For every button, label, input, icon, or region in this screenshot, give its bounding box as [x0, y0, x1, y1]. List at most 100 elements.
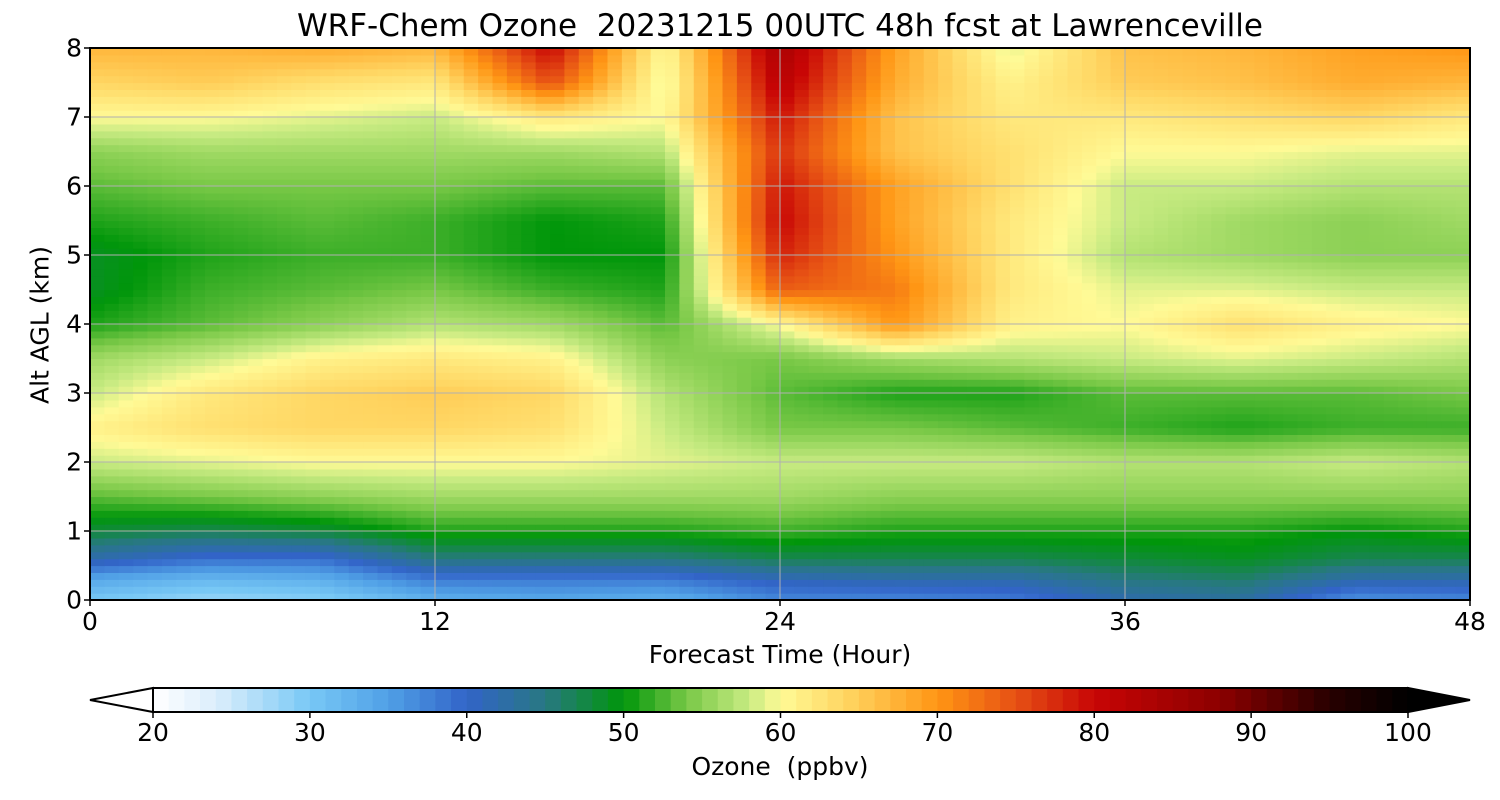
heatmap-cell: [348, 255, 364, 263]
heatmap-cell: [363, 296, 379, 304]
heatmap-cell: [1383, 241, 1399, 249]
heatmap-cell: [161, 517, 177, 525]
heatmap-cell: [1268, 468, 1284, 477]
heatmap-cell: [1383, 462, 1399, 470]
heatmap-cell: [722, 310, 738, 318]
heatmap-cell: [808, 268, 824, 277]
heatmap-cell: [736, 565, 752, 573]
heatmap-cell: [550, 489, 565, 498]
heatmap-cell: [320, 489, 335, 498]
heatmap-cell: [837, 413, 853, 422]
heatmap-cell: [1168, 579, 1184, 587]
heatmap-cell: [1168, 482, 1184, 491]
heatmap-cell: [334, 551, 350, 560]
heatmap-cell: [492, 406, 508, 415]
heatmap-cell: [966, 289, 982, 297]
heatmap-cell: [564, 241, 580, 249]
heatmap-cell: [1441, 524, 1457, 532]
heatmap-cell: [1196, 406, 1212, 415]
heatmap-cell: [334, 351, 350, 360]
heatmap-cell: [722, 372, 738, 380]
heatmap-cell: [1096, 586, 1112, 594]
heatmap-cell: [262, 482, 278, 491]
heatmap-cell: [90, 413, 105, 422]
heatmap-cell: [1297, 420, 1313, 429]
heatmap-cell: [190, 448, 206, 456]
heatmap-cell: [133, 579, 149, 587]
heatmap-cell: [1311, 289, 1327, 297]
heatmap-cell: [1053, 379, 1069, 387]
heatmap-cell: [420, 593, 436, 600]
heatmap-cell: [564, 462, 580, 470]
heatmap-cell: [1211, 427, 1227, 435]
heatmap-cell: [679, 448, 695, 456]
heatmap-cell: [621, 379, 637, 387]
heatmap-cell: [521, 261, 537, 270]
heatmap-cell: [492, 455, 508, 463]
heatmap-cell: [1110, 317, 1126, 325]
heatmap-cell: [938, 482, 954, 491]
heatmap-cell: [248, 275, 264, 284]
heatmap-cell: [190, 524, 206, 532]
heatmap-cell: [1355, 296, 1370, 304]
heatmap-cell: [550, 296, 565, 304]
heatmap-cell: [607, 551, 623, 560]
heatmap-cell: [161, 289, 177, 297]
heatmap-cell: [147, 241, 163, 249]
heatmap-cell: [1369, 441, 1385, 449]
heatmap-cell: [736, 386, 752, 394]
heatmap-cell: [1268, 537, 1284, 546]
heatmap-cell: [1110, 261, 1126, 270]
heatmap-cell: [823, 261, 839, 270]
heatmap-cell: [1369, 310, 1385, 318]
heatmap-cell: [420, 317, 436, 325]
heatmap-cell: [262, 544, 278, 553]
heatmap-cell: [1196, 462, 1212, 470]
heatmap-cell: [521, 503, 537, 511]
heatmap-cell: [1326, 524, 1342, 532]
heatmap-cell: [765, 268, 781, 277]
heatmap-cell: [880, 489, 896, 498]
heatmap-cell: [1441, 510, 1457, 518]
heatmap-cell: [248, 593, 264, 600]
heatmap-cell: [952, 489, 968, 498]
heatmap-cell: [966, 482, 982, 491]
heatmap-cell: [320, 448, 335, 456]
heatmap-cell: [966, 579, 982, 587]
heatmap-cell: [535, 558, 551, 567]
heatmap-cell: [895, 268, 910, 277]
heatmap-cell: [1369, 406, 1385, 415]
heatmap-cell: [851, 517, 867, 525]
heatmap-cell: [262, 593, 278, 600]
heatmap-cell: [535, 544, 551, 553]
heatmap-cell: [535, 386, 551, 394]
heatmap-cell: [391, 482, 407, 491]
heatmap-cell: [1125, 455, 1140, 463]
heatmap-cell: [722, 531, 738, 539]
heatmap-cell: [981, 358, 997, 366]
heatmap-cell: [334, 468, 350, 477]
heatmap-cell: [1441, 379, 1457, 387]
heatmap-cell: [1398, 517, 1414, 525]
heatmap-cell: [708, 344, 724, 353]
heatmap-cell: [1383, 365, 1399, 373]
heatmap-cell: [650, 399, 666, 408]
heatmap-cell: [1426, 241, 1442, 249]
heatmap-cell: [219, 393, 235, 401]
heatmap-cell: [1340, 558, 1356, 567]
heatmap-cell: [435, 358, 450, 366]
heatmap-cell: [736, 344, 752, 353]
heatmap-cell: [492, 365, 508, 373]
heatmap-cell: [952, 475, 968, 484]
heatmap-cell: [593, 572, 609, 580]
heatmap-cell: [1455, 406, 1470, 415]
heatmap-cell: [478, 261, 494, 270]
heatmap-cell: [823, 351, 839, 360]
heatmap-cell: [147, 503, 163, 511]
heatmap-cell: [564, 324, 580, 332]
heatmap-cell: [550, 255, 565, 263]
heatmap-cell: [1225, 579, 1241, 587]
heatmap-cell: [1168, 399, 1184, 408]
heatmap-cell: [564, 558, 580, 567]
heatmap-cell: [334, 372, 350, 380]
